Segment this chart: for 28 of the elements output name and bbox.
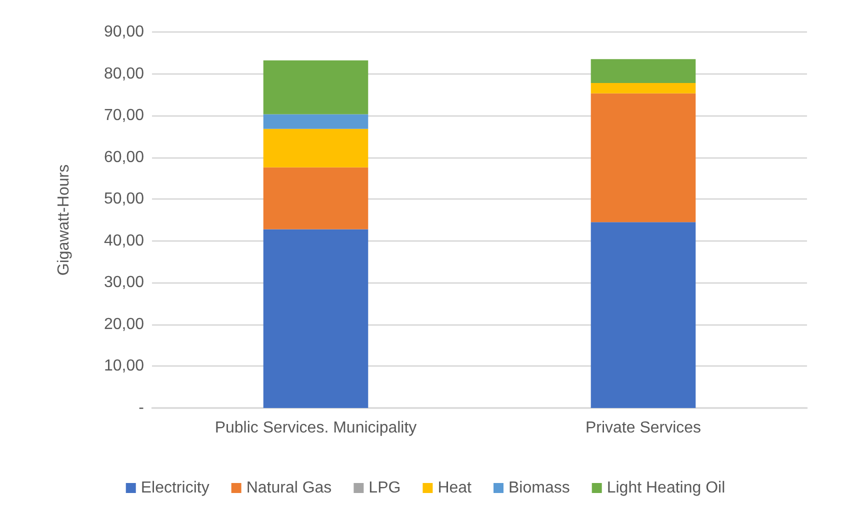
x-tick-label: Public Services. Municipality [214, 420, 417, 436]
bar [590, 93, 696, 222]
bar [590, 82, 696, 94]
bar [263, 229, 368, 408]
legend-label: Biomass [508, 480, 570, 496]
y-tick-label: - [138, 400, 144, 416]
legend-label: Light Heating Oil [606, 480, 726, 496]
y-tick-label: 90,00 [104, 24, 144, 40]
legend-label: Heat [438, 480, 472, 496]
legend-label: LPG [368, 480, 401, 496]
y-tick-label: 30,00 [104, 274, 144, 292]
legend-label: Electricity [140, 480, 210, 496]
y-tick-label: 50,00 [104, 190, 144, 208]
legend-label: Natural Gas [246, 480, 332, 496]
bar [590, 222, 696, 408]
y-tick-label: 10,00 [104, 358, 144, 375]
bar [590, 59, 696, 83]
bar [263, 114, 368, 129]
y-tick-label: 70,00 [104, 107, 144, 124]
x-tick-label: Private Services [585, 420, 702, 436]
y-tick-label: 60,00 [104, 148, 144, 166]
y-axis-title: Gigawatt-Hours [56, 164, 72, 276]
bar [263, 167, 368, 230]
bar [263, 60, 368, 114]
y-tick-label: 40,00 [104, 232, 144, 250]
bar [263, 128, 368, 168]
y-tick-label: 80,00 [104, 65, 144, 82]
y-tick-label: 20,00 [104, 316, 144, 333]
